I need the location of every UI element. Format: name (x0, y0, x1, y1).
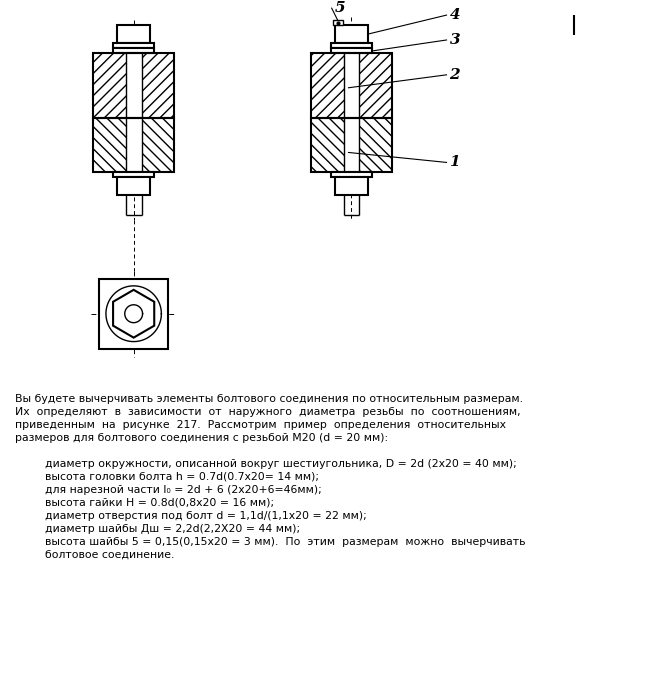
Text: 5: 5 (335, 1, 346, 15)
Bar (93, 53, 126, 117)
Bar (331, 43, 372, 48)
Bar (335, 25, 368, 43)
Bar (359, 117, 392, 172)
Text: болтовое соединение.: болтовое соединение. (44, 550, 174, 560)
Bar (344, 117, 359, 172)
Bar (333, 20, 342, 25)
Bar (335, 177, 368, 195)
Bar (113, 48, 154, 53)
Text: 4: 4 (449, 8, 460, 22)
Text: Их  определяют  в  зависимости  от  наружного  диаметра  резьбы  по  соотношения: Их определяют в зависимости от наружного… (15, 407, 520, 417)
Bar (99, 279, 168, 348)
Bar (117, 177, 150, 195)
Bar (344, 53, 359, 117)
Bar (113, 43, 154, 48)
Bar (359, 53, 392, 117)
Bar (93, 53, 174, 117)
Text: высота головки болта h = 0.7d(0.7х20= 14 мм);: высота головки болта h = 0.7d(0.7х20= 14… (44, 472, 318, 482)
Bar (93, 117, 126, 172)
Bar (311, 117, 344, 172)
Text: диаметр окружности, описанной вокруг шестиугольника, D = 2d (2х20 = 40 мм);: диаметр окружности, описанной вокруг шес… (44, 459, 516, 469)
Text: 2: 2 (449, 68, 460, 82)
Text: размеров для болтового соединения с резьбой М20 (d = 20 мм):: размеров для болтового соединения с резь… (15, 433, 388, 443)
Text: высота шайбы 5 = 0,15(0,15х20 = 3 мм).  По  этим  размерам  можно  вычерчивать: высота шайбы 5 = 0,15(0,15х20 = 3 мм). П… (44, 537, 525, 546)
Text: диаметр шайбы Дш = 2,2d(2,2Х20 = 44 мм);: диаметр шайбы Дш = 2,2d(2,2Х20 = 44 мм); (44, 524, 300, 534)
Bar (331, 172, 372, 177)
Text: 1: 1 (449, 155, 460, 170)
Text: Вы будете вычерчивать элементы болтового соединения по относительным размерам.: Вы будете вычерчивать элементы болтового… (15, 395, 523, 404)
Text: 3: 3 (449, 33, 460, 47)
Text: для нарезной части l₀ = 2d + 6 (2х20+6=46мм);: для нарезной части l₀ = 2d + 6 (2х20+6=4… (44, 485, 321, 495)
Bar (142, 53, 174, 117)
Bar (126, 117, 142, 172)
Bar (311, 117, 392, 172)
Bar (311, 53, 392, 117)
Bar (126, 53, 142, 117)
Bar (93, 117, 174, 172)
Bar (331, 48, 372, 53)
Text: приведенным  на  рисунке  217.  Рассмотрим  пример  определения  относительных: приведенным на рисунке 217. Рассмотрим п… (15, 420, 506, 431)
Text: диаметр отверстия под болт d = 1,1d/(1,1х20 = 22 мм);: диаметр отверстия под болт d = 1,1d/(1,1… (44, 511, 366, 521)
Bar (117, 25, 150, 43)
Text: высота гайки Н = 0.8d(0,8х20 = 16 мм);: высота гайки Н = 0.8d(0,8х20 = 16 мм); (44, 498, 273, 508)
Bar (142, 117, 174, 172)
Bar (113, 172, 154, 177)
Bar (311, 53, 344, 117)
